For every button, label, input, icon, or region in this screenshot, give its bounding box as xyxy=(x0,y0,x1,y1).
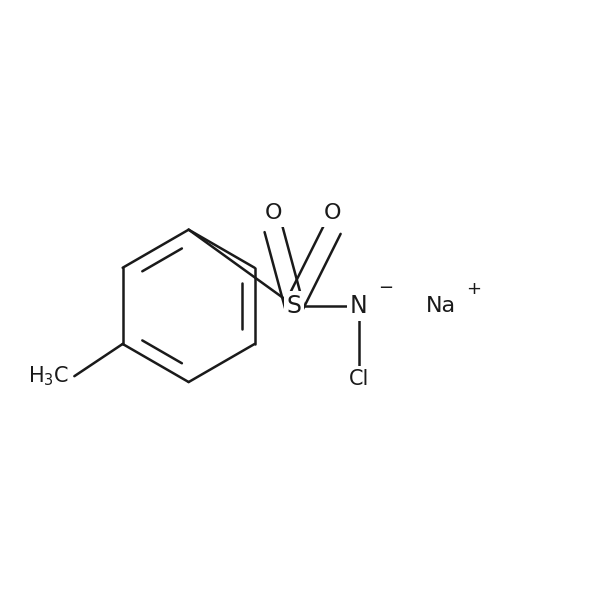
Text: +: + xyxy=(466,280,481,298)
Text: N: N xyxy=(350,294,367,318)
Text: H$_3$C: H$_3$C xyxy=(28,364,70,388)
Text: O: O xyxy=(323,203,341,223)
Text: Cl: Cl xyxy=(349,369,369,389)
Text: O: O xyxy=(265,203,283,223)
Text: S: S xyxy=(287,294,302,318)
Text: −: − xyxy=(378,279,393,297)
Text: Na: Na xyxy=(425,296,456,316)
